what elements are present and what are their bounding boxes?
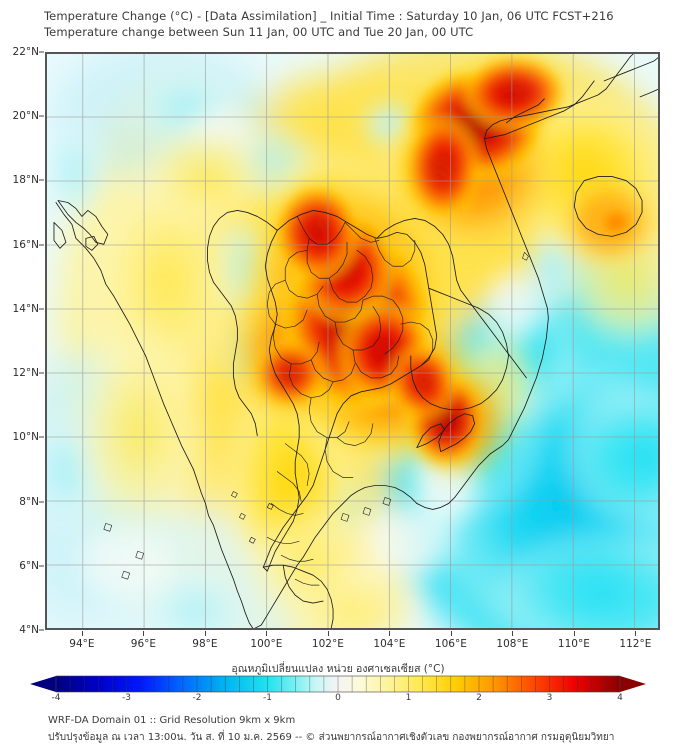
- latitude-axis: 22°N 20°N 18°N 16°N 14°N 12°N 10°N 8°N 6°N 4°N: [0, 46, 44, 636]
- longitude-tick-mark: [81, 631, 83, 636]
- longitude-tick-mark: [327, 631, 329, 636]
- colorbar-tick-label: 0: [335, 693, 341, 703]
- coastline-layer: [53, 53, 659, 629]
- title-line-1: Temperature Change (°C) - [Data Assimila…: [44, 9, 614, 23]
- longitude-tick-mark: [143, 631, 145, 636]
- latitude-tick-mark: [39, 501, 44, 503]
- latitude-tick-label: 12°N: [12, 367, 39, 380]
- latitude-tick-mark: [39, 308, 44, 310]
- latitude-tick-mark: [39, 51, 44, 53]
- colorbar-tick-label: -4: [51, 693, 61, 703]
- longitude-tick-label: 98°E: [192, 638, 218, 650]
- longitude-tick-label: 110°E: [557, 638, 590, 650]
- longitude-tick-label: 106°E: [434, 638, 467, 650]
- colorbar-tick-label: 4: [617, 693, 623, 703]
- map-raster: [46, 53, 659, 629]
- colorbar-tick-label: -3: [122, 693, 131, 703]
- longitude-tick-label: 112°E: [619, 638, 652, 650]
- temperature-change-map[interactable]: [45, 52, 660, 630]
- longitude-tick-label: 100°E: [250, 638, 283, 650]
- latitude-tick-label: 20°N: [12, 110, 39, 123]
- colorbar-gradient: [30, 675, 646, 693]
- latitude-tick-mark: [39, 372, 44, 374]
- colorbar-tick-label: 2: [476, 693, 482, 703]
- longitude-tick-mark: [512, 631, 514, 636]
- latitude-tick-label: 8°N: [19, 495, 39, 508]
- longitude-tick-mark: [204, 631, 206, 636]
- latitude-tick-mark: [39, 115, 44, 117]
- longitude-tick-label: 102°E: [311, 638, 344, 650]
- latitude-tick-mark: [39, 565, 44, 567]
- colorbar-tick-label: -2: [192, 693, 202, 703]
- latitude-tick-label: 18°N: [12, 174, 39, 187]
- colorbar-tick-label: 3: [546, 693, 553, 703]
- latitude-tick-label: 14°N: [12, 302, 39, 315]
- colorbar-title: อุณหภูมิเปลี่ยนแปลง หน่วย องศาเซลเซียส (…: [231, 663, 445, 675]
- colorbar-tick-label: 1: [405, 693, 412, 703]
- longitude-tick-mark: [450, 631, 452, 636]
- latitude-tick-mark: [39, 629, 44, 631]
- latitude-tick-label: 6°N: [19, 559, 39, 572]
- footer-line-2: ปรับปรุงข้อมูล ณ เวลา 13:00น. วัน ส. ที่…: [48, 732, 615, 743]
- colorbar-block: อุณหภูมิเปลี่ยนแปลง หน่วย องศาเซลเซียส (…: [0, 660, 676, 705]
- latitude-tick-mark: [39, 436, 44, 438]
- chart-title-block: Temperature Change (°C) - [Data Assimila…: [44, 8, 664, 40]
- longitude-tick-label: 108°E: [496, 638, 529, 650]
- longitude-tick-mark: [389, 631, 391, 636]
- footer-block: WRF-DA Domain 01 :: Grid Resolution 9km …: [48, 712, 668, 746]
- map-gridlines: [46, 53, 659, 629]
- latitude-tick-label: 22°N: [12, 46, 39, 58]
- longitude-tick-label: 94°E: [69, 638, 95, 650]
- footer-line-1: WRF-DA Domain 01 :: Grid Resolution 9km …: [48, 715, 296, 726]
- latitude-tick-label: 10°N: [12, 431, 39, 444]
- title-line-2: Temperature change between Sun 11 Jan, 0…: [44, 25, 474, 39]
- longitude-axis: 94°E 96°E 98°E 100°E 102°E 104°E 106°E 108°E 110…: [45, 631, 660, 651]
- longitude-tick-mark: [266, 631, 268, 636]
- longitude-tick-label: 104°E: [373, 638, 406, 650]
- colorbar-tick-label: -1: [263, 693, 272, 703]
- latitude-tick-label: 4°N: [19, 624, 39, 636]
- colorbar-tick-labels: -4 -3 -2 -1 0 1 2 3 4: [0, 693, 676, 707]
- longitude-tick-mark: [573, 631, 575, 636]
- latitude-tick-mark: [39, 244, 44, 246]
- latitude-tick-mark: [39, 179, 44, 181]
- longitude-tick-mark: [635, 631, 637, 636]
- longitude-tick-label: 96°E: [130, 638, 157, 650]
- latitude-tick-label: 16°N: [12, 238, 39, 251]
